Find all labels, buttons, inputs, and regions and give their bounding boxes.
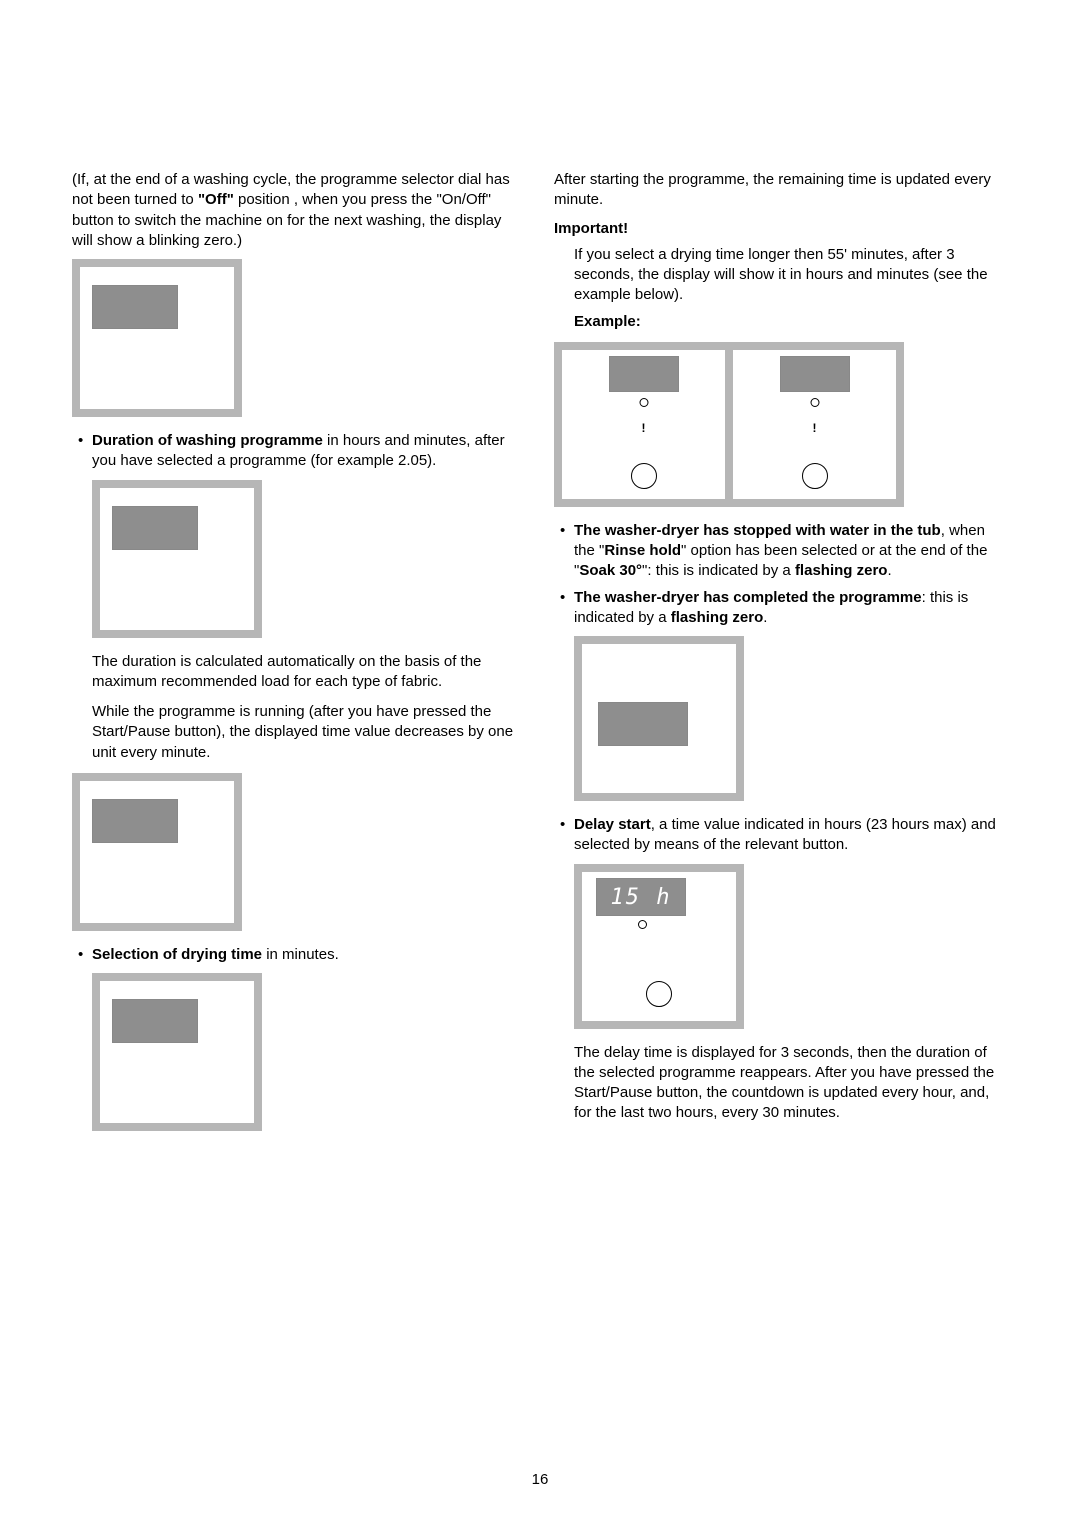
t: . xyxy=(763,609,767,626)
sub-duration-auto: The duration is calculated automatically… xyxy=(92,652,526,693)
lcd-screen-delay: 15 h xyxy=(596,878,686,916)
display-diagram-2 xyxy=(92,480,262,638)
stopped-bold: The washer-dryer has stopped with water … xyxy=(574,522,941,539)
soak-bold: Soak 30° xyxy=(579,562,642,579)
lcd-screen xyxy=(112,999,198,1043)
bullet-stopped-water: The washer-dryer has stopped with water … xyxy=(554,521,1008,582)
bullet-completed: The washer-dryer has completed the progr… xyxy=(554,588,1008,629)
example-panel-1: ! xyxy=(562,350,725,499)
display-diagram-delay: 15 h xyxy=(574,864,744,1029)
example-panel-2: ! xyxy=(733,350,896,499)
delay-explanation: The delay time is displayed for 3 second… xyxy=(554,1043,1008,1124)
display-diagram-4 xyxy=(92,973,262,1131)
completed-bold: The washer-dryer has completed the progr… xyxy=(574,589,922,606)
delay-start-bold: Delay start xyxy=(574,816,651,833)
t: . xyxy=(887,562,891,579)
lcd-screen xyxy=(598,702,688,746)
bullet-duration: Duration of washing programme in hours a… xyxy=(72,431,526,472)
lcd-screen xyxy=(92,285,178,329)
warning-icon: ! xyxy=(813,420,817,436)
warning-icon: ! xyxy=(642,420,646,436)
bullet-delay-start: Delay start, a time value indicated in h… xyxy=(554,815,1008,856)
display-diagram-5 xyxy=(574,636,744,801)
display-diagram-3 xyxy=(72,773,242,931)
lcd-screen xyxy=(609,356,679,392)
example-label: Example: xyxy=(554,312,1008,332)
indicator-dot xyxy=(810,398,819,407)
button-circle xyxy=(646,981,672,1007)
after-start-text: After starting the programme, the remain… xyxy=(554,170,1008,211)
lcd-screen xyxy=(92,799,178,843)
off-bold: "Off" xyxy=(198,191,234,208)
intro-paragraph: (If, at the end of a washing cycle, the … xyxy=(72,170,526,251)
important-label: Important! xyxy=(554,219,1008,239)
display-diagram-example-pair: ! ! xyxy=(554,342,904,507)
page-number: 16 xyxy=(532,1470,549,1490)
t: ": this is indicated by a xyxy=(642,562,795,579)
flashing-zero-bold: flashing zero xyxy=(795,562,888,579)
indicator-dot xyxy=(639,398,648,407)
display-diagram-1 xyxy=(72,259,242,417)
important-text: If you select a drying time longer then … xyxy=(554,245,1008,306)
drying-rest: in minutes. xyxy=(262,946,339,963)
lcd-screen xyxy=(112,506,198,550)
left-column: (If, at the end of a washing cycle, the … xyxy=(72,170,526,1145)
flashing-zero-bold-2: flashing zero xyxy=(671,609,764,626)
button-circle xyxy=(631,463,657,489)
button-circle xyxy=(802,463,828,489)
right-column: After starting the programme, the remain… xyxy=(554,170,1008,1145)
rinse-hold-bold: Rinse hold xyxy=(604,542,681,559)
indicator-dot xyxy=(638,920,647,929)
drying-bold: Selection of drying time xyxy=(92,946,262,963)
lcd-screen xyxy=(780,356,850,392)
bullet-drying-time: Selection of drying time in minutes. xyxy=(72,945,526,965)
sub-duration-running: While the programme is running (after yo… xyxy=(92,702,526,763)
duration-bold: Duration of washing programme xyxy=(92,432,323,449)
